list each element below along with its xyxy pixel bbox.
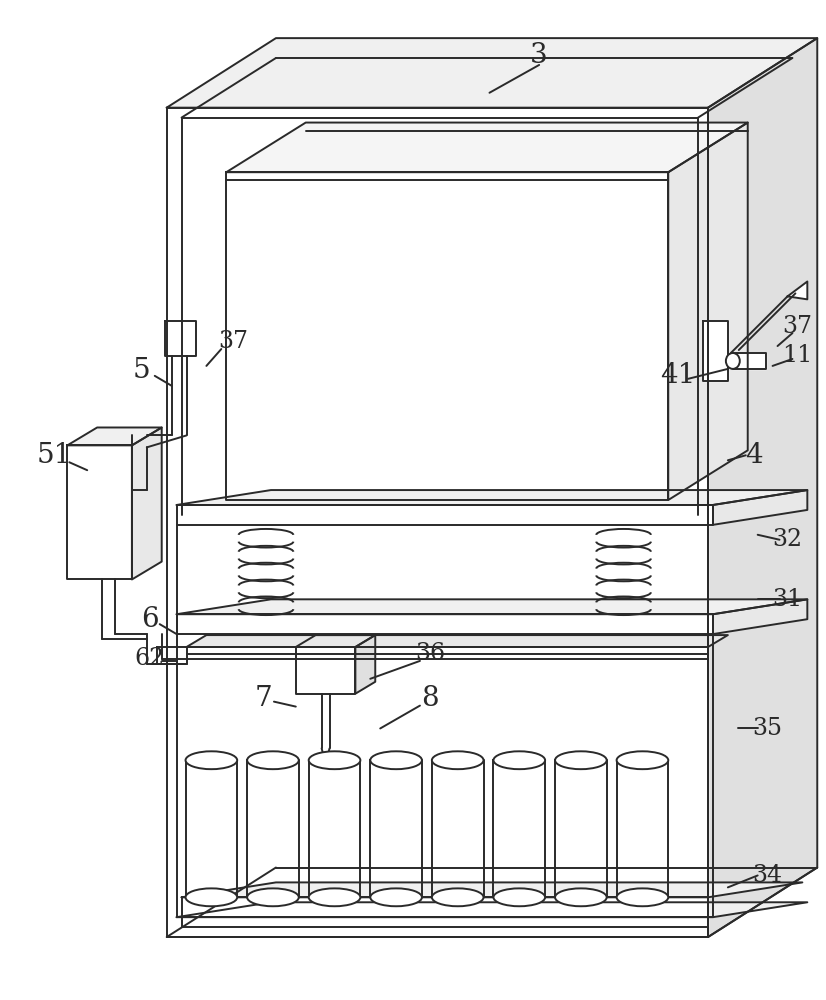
Text: 8: 8: [421, 685, 439, 712]
Polygon shape: [708, 38, 817, 937]
Polygon shape: [177, 490, 807, 505]
Text: 36: 36: [415, 642, 445, 665]
Ellipse shape: [247, 751, 299, 769]
Polygon shape: [493, 760, 545, 897]
Polygon shape: [177, 599, 807, 614]
Polygon shape: [733, 353, 766, 369]
Polygon shape: [186, 760, 237, 897]
Text: 35: 35: [752, 717, 782, 740]
Polygon shape: [617, 760, 668, 897]
Text: 7: 7: [254, 685, 272, 712]
Polygon shape: [167, 38, 817, 108]
Polygon shape: [177, 505, 713, 525]
Ellipse shape: [309, 888, 360, 906]
Polygon shape: [226, 172, 668, 500]
Ellipse shape: [555, 751, 606, 769]
Polygon shape: [132, 427, 162, 579]
Ellipse shape: [493, 888, 545, 906]
Text: 41: 41: [661, 362, 695, 389]
Text: 6: 6: [141, 606, 159, 633]
Text: 5: 5: [133, 357, 150, 384]
Polygon shape: [182, 897, 708, 927]
Polygon shape: [309, 760, 360, 897]
Ellipse shape: [617, 751, 668, 769]
Text: 37: 37: [782, 315, 813, 338]
Text: 32: 32: [772, 528, 803, 551]
Ellipse shape: [432, 888, 483, 906]
Polygon shape: [68, 445, 132, 579]
Ellipse shape: [186, 751, 237, 769]
Polygon shape: [555, 760, 606, 897]
Polygon shape: [296, 647, 355, 694]
Polygon shape: [247, 760, 299, 897]
Polygon shape: [355, 635, 375, 694]
Ellipse shape: [370, 888, 422, 906]
Polygon shape: [167, 108, 708, 937]
Text: 4: 4: [745, 442, 762, 469]
Polygon shape: [177, 614, 713, 634]
Polygon shape: [370, 760, 422, 897]
Text: 34: 34: [752, 864, 783, 887]
Ellipse shape: [726, 353, 740, 369]
Polygon shape: [432, 760, 483, 897]
Ellipse shape: [309, 751, 360, 769]
Text: 62: 62: [135, 647, 165, 670]
Polygon shape: [68, 427, 162, 445]
Text: 51: 51: [36, 442, 72, 469]
Polygon shape: [157, 647, 187, 664]
Polygon shape: [182, 882, 802, 897]
Ellipse shape: [370, 751, 422, 769]
Polygon shape: [713, 599, 807, 634]
Polygon shape: [296, 635, 375, 647]
Polygon shape: [187, 635, 728, 647]
Polygon shape: [226, 123, 748, 172]
Text: 31: 31: [772, 588, 803, 611]
Text: 37: 37: [218, 330, 249, 353]
Ellipse shape: [186, 888, 237, 906]
Text: 3: 3: [530, 42, 548, 69]
Polygon shape: [668, 123, 748, 500]
Polygon shape: [713, 490, 807, 525]
Polygon shape: [164, 321, 197, 356]
Text: 11: 11: [782, 344, 813, 367]
Ellipse shape: [555, 888, 606, 906]
Polygon shape: [703, 321, 728, 381]
Polygon shape: [787, 281, 807, 299]
Ellipse shape: [432, 751, 483, 769]
Ellipse shape: [617, 888, 668, 906]
Ellipse shape: [247, 888, 299, 906]
Polygon shape: [177, 902, 807, 917]
Ellipse shape: [493, 751, 545, 769]
